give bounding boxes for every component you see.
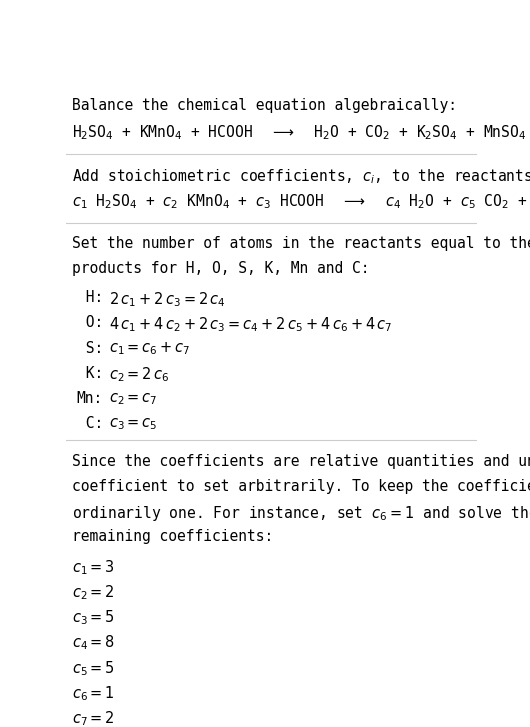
Text: C:: C: xyxy=(76,416,103,431)
Text: $c_2 = c_7$: $c_2 = c_7$ xyxy=(109,391,158,406)
Text: $c_5 = 5$: $c_5 = 5$ xyxy=(73,659,116,678)
Text: $4\,c_1 + 4\,c_2 + 2\,c_3 = c_4 + 2\,c_5 + 4\,c_6 + 4\,c_7$: $4\,c_1 + 4\,c_2 + 2\,c_3 = c_4 + 2\,c_5… xyxy=(109,316,393,334)
Text: $c_1 = c_6 + c_7$: $c_1 = c_6 + c_7$ xyxy=(109,341,191,357)
Text: O:: O: xyxy=(76,316,103,330)
Text: $c_4 = 8$: $c_4 = 8$ xyxy=(73,634,116,652)
Text: Set the number of atoms in the reactants equal to the number of atoms in the: Set the number of atoms in the reactants… xyxy=(73,236,530,251)
Text: K:: K: xyxy=(76,366,103,381)
Text: $c_3 = c_5$: $c_3 = c_5$ xyxy=(109,416,158,432)
Text: coefficient to set arbitrarily. To keep the coefficients small, the arbitrary va: coefficient to set arbitrarily. To keep … xyxy=(73,479,530,494)
Text: Since the coefficients are relative quantities and underdetermined, choose a: Since the coefficients are relative quan… xyxy=(73,454,530,469)
Text: $c_2 = 2\,c_6$: $c_2 = 2\,c_6$ xyxy=(109,366,170,385)
Text: $2\,c_1 + 2\,c_3 = 2\,c_4$: $2\,c_1 + 2\,c_3 = 2\,c_4$ xyxy=(109,290,226,309)
Text: H:: H: xyxy=(76,290,103,305)
Text: H$_2$SO$_4$ + KMnO$_4$ + HCOOH  $\longrightarrow$  H$_2$O + CO$_2$ + K$_2$SO$_4$: H$_2$SO$_4$ + KMnO$_4$ + HCOOH $\longrig… xyxy=(73,124,527,142)
Text: $c_1 = 3$: $c_1 = 3$ xyxy=(73,558,116,577)
Text: ordinarily one. For instance, set $c_6 = 1$ and solve the system of equations fo: ordinarily one. For instance, set $c_6 =… xyxy=(73,504,530,523)
Text: Mn:: Mn: xyxy=(76,391,103,406)
Text: products for H, O, S, K, Mn and C:: products for H, O, S, K, Mn and C: xyxy=(73,261,370,276)
Text: $c_1$ H$_2$SO$_4$ + $c_2$ KMnO$_4$ + $c_3$ HCOOH  $\longrightarrow$  $c_4$ H$_2$: $c_1$ H$_2$SO$_4$ + $c_2$ KMnO$_4$ + $c_… xyxy=(73,193,530,211)
Text: $c_2 = 2$: $c_2 = 2$ xyxy=(73,583,115,602)
Text: $c_7 = 2$: $c_7 = 2$ xyxy=(73,710,115,727)
Text: Add stoichiometric coefficients, $c_i$, to the reactants and products:: Add stoichiometric coefficients, $c_i$, … xyxy=(73,167,530,186)
Text: remaining coefficients:: remaining coefficients: xyxy=(73,529,273,545)
Text: $c_3 = 5$: $c_3 = 5$ xyxy=(73,608,116,627)
Text: Balance the chemical equation algebraically:: Balance the chemical equation algebraica… xyxy=(73,98,457,113)
Text: $c_6 = 1$: $c_6 = 1$ xyxy=(73,684,115,703)
Text: S:: S: xyxy=(76,341,103,356)
